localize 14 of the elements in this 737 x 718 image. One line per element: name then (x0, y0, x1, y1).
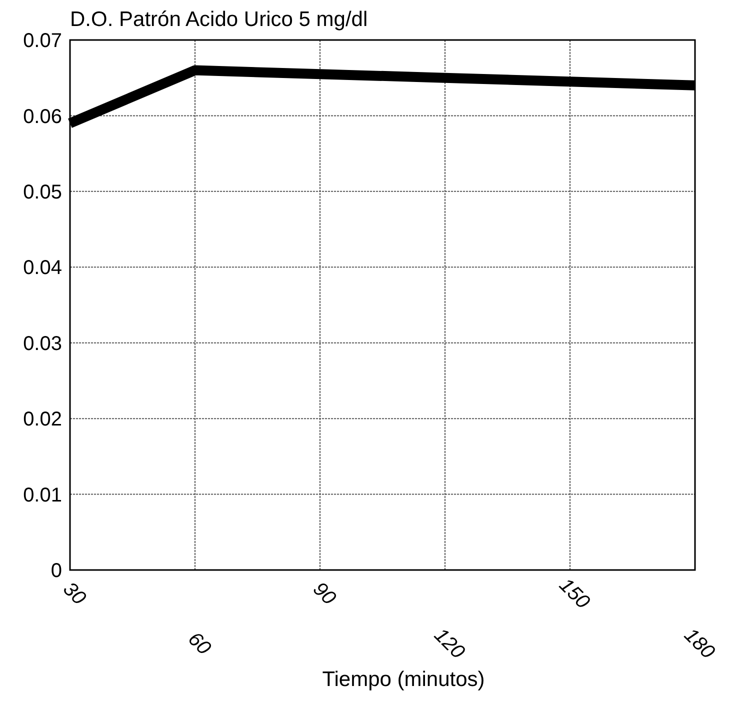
y-tick-label: 0.03 (23, 332, 62, 355)
y-tick-label: 0.04 (23, 257, 62, 280)
y-tick-label: 0.01 (23, 484, 62, 506)
y-tick-label: 0.07 (23, 30, 62, 52)
x-tick-label: 90 (308, 578, 340, 610)
x-tick-label: 120 (430, 624, 469, 664)
y-tick-label: 0.06 (23, 106, 62, 128)
x-tick-label: 150 (554, 574, 594, 614)
y-tick-label: 0.05 (23, 182, 62, 204)
x-axis-title: Tiempo (minutos) (321, 668, 486, 692)
x-tick-label: 180 (680, 624, 719, 664)
chart-title: D.O. Patrón Acido Urico 5 mg/dl (70, 8, 368, 32)
y-tick-label: 0.02 (23, 408, 62, 431)
x-tick-label: 60 (184, 628, 215, 660)
